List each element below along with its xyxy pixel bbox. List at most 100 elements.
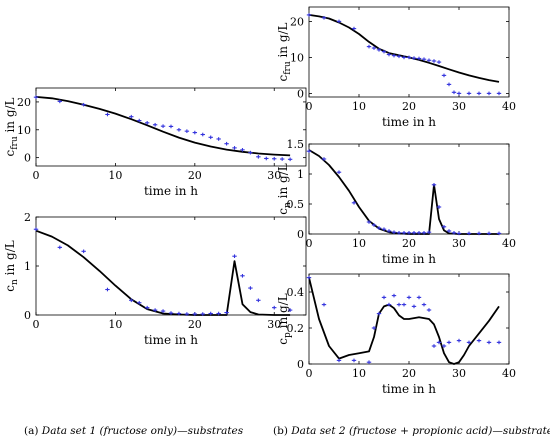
measurement-point — [216, 311, 221, 316]
x-tick-label: 20 — [402, 237, 416, 250]
measurement-point — [351, 26, 357, 31]
measurement-point — [416, 231, 422, 235]
measurement-point — [264, 156, 269, 161]
y-tick-label: 1 — [24, 260, 31, 273]
measurement-point — [81, 102, 86, 107]
measurement-point — [351, 358, 357, 363]
panel-b-fructose-plot: 0 10 20 30 40 0 10 20 time in h cfru in g/L — [276, 6, 516, 129]
measurement-point — [431, 59, 437, 63]
measurement-point — [496, 91, 502, 96]
y-tick-label: 0 — [24, 152, 31, 165]
measurement-point — [279, 157, 285, 161]
measurement-point — [411, 304, 417, 309]
measurement-point — [184, 129, 190, 133]
x-tick-label: 40 — [502, 100, 516, 113]
measurement-point — [287, 308, 293, 312]
x-tick-label: 10 — [352, 100, 366, 113]
y-tick-label: 0 — [297, 358, 304, 371]
measurement-point — [436, 60, 442, 64]
y-tick-label: 1.5 — [287, 138, 305, 151]
measurement-point — [336, 19, 342, 24]
measurement-point — [105, 287, 110, 292]
measurement-point — [476, 231, 482, 236]
measurement-point — [57, 245, 63, 250]
measurement-point — [436, 205, 442, 209]
measurement-point — [366, 44, 372, 49]
x-tick-label: 40 — [502, 237, 516, 250]
measurement-point — [466, 340, 472, 345]
measurement-point — [129, 298, 134, 303]
measurement-point — [496, 231, 502, 236]
plot-frame — [35, 216, 307, 316]
measurement-point — [376, 311, 382, 316]
y-tick-label: 20 — [290, 15, 304, 28]
measurement-point — [451, 90, 457, 95]
measurement-point — [496, 340, 502, 345]
panel-b-nitrogen-plot: 0 10 20 30 40 0 0.5 1 1.5 time in h cn in g/L — [276, 138, 516, 266]
measurement-point — [105, 112, 110, 117]
x-axis-label: time in h — [144, 184, 198, 198]
y-tick-label: 0 — [297, 87, 304, 100]
measurement-point — [287, 157, 293, 162]
x-tick-label: 30 — [452, 100, 466, 113]
measurement-point — [391, 230, 397, 234]
measurement-point — [406, 55, 412, 60]
measurement-point — [371, 223, 377, 227]
measurement-point — [208, 311, 213, 316]
measurement-point — [200, 312, 205, 316]
measurement-point — [306, 13, 312, 17]
x-axis-label: time in h — [144, 333, 198, 347]
measurement-point — [381, 227, 387, 231]
x-tick-label: 20 — [402, 367, 416, 380]
x-tick-label: 20 — [188, 318, 202, 331]
measurement-point — [129, 114, 134, 119]
measurement-point — [176, 127, 182, 132]
measurement-point — [456, 91, 462, 96]
measurement-point — [411, 56, 417, 60]
measurement-point — [406, 295, 412, 300]
x-axis-label: time in h — [382, 115, 436, 129]
x-tick-label: 30 — [267, 318, 281, 331]
measurement-point — [376, 226, 382, 230]
x-tick-label: 0 — [33, 169, 40, 182]
measurement-point — [208, 135, 213, 140]
measurement-point — [416, 56, 422, 61]
y-tick-label: 2 — [24, 211, 31, 224]
measurement-point — [411, 231, 417, 235]
measurement-point — [486, 340, 492, 345]
measurement-point — [381, 295, 387, 300]
x-tick-label: 30 — [452, 367, 466, 380]
measurement-point — [168, 124, 174, 129]
measurement-point — [421, 57, 427, 61]
measurement-point — [137, 300, 142, 305]
measurement-point — [436, 340, 442, 345]
measurement-point — [466, 231, 472, 236]
measurement-point — [33, 95, 39, 99]
measurement-point — [232, 254, 237, 258]
measurement-point — [152, 308, 158, 312]
y-tick-label: 1 — [297, 168, 304, 181]
measurement-point — [240, 274, 245, 278]
measurement-point — [232, 146, 237, 150]
measurement-point — [306, 149, 312, 153]
x-tick-label: 10 — [108, 169, 122, 182]
x-tick-label: 20 — [188, 169, 202, 182]
measurement-point — [160, 124, 166, 128]
measurement-point — [184, 312, 190, 316]
measurement-point — [176, 311, 182, 316]
measurement-point — [446, 229, 452, 233]
measurement-point — [144, 121, 150, 125]
measurement-point — [396, 302, 402, 307]
x-tick-label: 10 — [108, 318, 122, 331]
y-tick-label: 0 — [297, 228, 304, 241]
measurement-point — [306, 275, 312, 280]
x-tick-label: 0 — [306, 237, 313, 250]
x-tick-label: 0 — [33, 318, 40, 331]
measurement-point — [416, 295, 422, 300]
measurement-point — [248, 286, 253, 290]
measurement-point — [351, 201, 357, 205]
y-tick-label: 10 — [17, 124, 31, 137]
measurement-point — [401, 55, 407, 60]
